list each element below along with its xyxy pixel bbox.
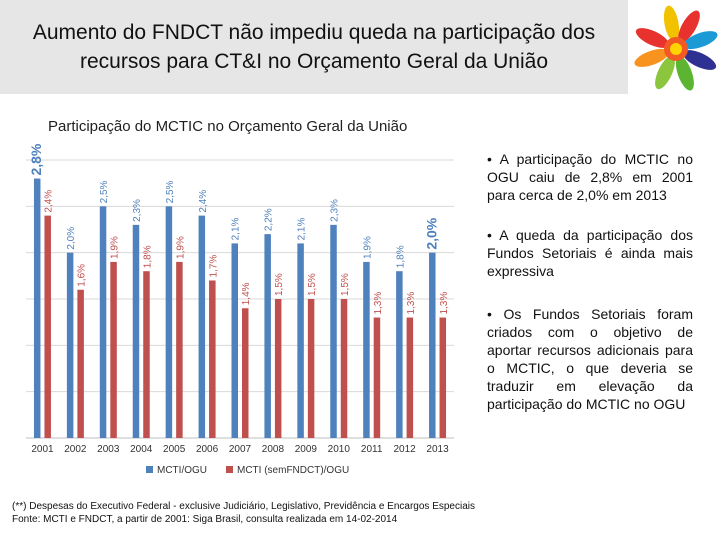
bullet-item: • A participação do MCTIC no OGU caiu de… xyxy=(487,151,693,203)
data-label: 2,4% xyxy=(44,190,55,213)
bar-mcti-ogu-2001 xyxy=(33,178,41,438)
bar-mcti-ogu-2009 xyxy=(297,243,304,438)
bar-mcti-ogu-2006 xyxy=(198,215,206,438)
data-label: 2,0% xyxy=(66,227,77,250)
bar-mcti-ogu-2008 xyxy=(264,234,271,438)
bar-mcti-ogu-2011 xyxy=(363,261,370,438)
data-label: 2,3% xyxy=(330,199,341,222)
data-label: 1,7% xyxy=(208,255,219,278)
bar-mcti-sem-fndct-2011 xyxy=(373,317,381,438)
data-label: 2,3% xyxy=(132,199,143,222)
x-tick-label: 2010 xyxy=(328,444,351,455)
bullet-item: • Os Fundos Setoriais foram criados com … xyxy=(487,306,693,412)
bar-mcti-ogu-2002 xyxy=(66,252,74,438)
x-tick-label: 2008 xyxy=(262,444,285,455)
bar-mcti-sem-fndct-2004 xyxy=(143,271,150,438)
bar-mcti-sem-fndct-2010 xyxy=(340,299,348,438)
legend-label: MCTI/OGU xyxy=(157,465,207,476)
x-tick-label: 2007 xyxy=(229,444,252,455)
x-tick-label: 2006 xyxy=(196,444,219,455)
x-tick-label: 2011 xyxy=(361,444,383,455)
data-label: 1,8% xyxy=(142,245,153,268)
bar-mcti-sem-fndct-2003 xyxy=(110,261,117,438)
bullet-item: • A queda da participação dos Fundos Set… xyxy=(487,227,693,279)
data-label: 2,5% xyxy=(165,180,176,203)
data-label: 1,3% xyxy=(439,292,450,315)
data-label: 2,8% xyxy=(28,143,44,175)
data-label: 1,6% xyxy=(77,264,88,287)
slide-title-line-2: recursos para CT&I no Orçamento Geral da… xyxy=(79,50,549,73)
data-label: 2,0% xyxy=(423,217,439,249)
x-tick-label: 2005 xyxy=(163,444,186,455)
legend-label: MCTI (semFNDCT)/OGU xyxy=(237,465,349,476)
data-label: 1,3% xyxy=(373,292,384,315)
data-label: 1,4% xyxy=(241,282,252,305)
bar-mcti-ogu-2007 xyxy=(231,243,238,438)
bar-mcti-ogu-2013 xyxy=(429,252,436,438)
bar-mcti-sem-fndct-2001 xyxy=(44,215,51,438)
data-label: 1,5% xyxy=(307,273,318,296)
bar-mcti-sem-fndct-2006 xyxy=(209,280,216,438)
data-label: 2,5% xyxy=(99,180,110,203)
colorful-hands-icon xyxy=(634,5,718,91)
bullet-list: • A participação do MCTIC no OGU caiu de… xyxy=(487,150,693,435)
bar-mcti-sem-fndct-2013 xyxy=(439,317,447,438)
bar-mcti-ogu-2003 xyxy=(99,206,107,438)
data-label: 2,4% xyxy=(198,190,209,213)
legend-swatch xyxy=(226,466,233,473)
bar-mcti-ogu-2004 xyxy=(132,224,140,438)
footnote-line-1: (**) Despesas do Executivo Federal - exc… xyxy=(12,501,475,512)
data-label: 2,2% xyxy=(264,208,275,231)
x-tick-label: 2012 xyxy=(393,444,416,455)
bar-mcti-ogu-2005 xyxy=(165,206,173,438)
x-tick-label: 2013 xyxy=(426,444,449,455)
x-tick-label: 2002 xyxy=(64,444,87,455)
bar-chart: 2,8% 2,4% 2001 2,0% 1,6% 2002 2,5% 1,9% 2003 2,3%… xyxy=(26,143,454,476)
data-label: 1,3% xyxy=(406,292,417,315)
footnote: (**) Despesas do Executivo Federal - exc… xyxy=(12,500,572,526)
slide-header: Aumento do FNDCT não impediu queda na pa… xyxy=(0,0,628,94)
chart-title: Participação do MCTIC no Orçamento Geral… xyxy=(48,118,408,135)
bar-mcti-sem-fndct-2005 xyxy=(176,261,183,438)
legend-swatch xyxy=(146,466,153,473)
bar-mcti-ogu-2010 xyxy=(330,224,337,438)
bar-mcti-sem-fndct-2007 xyxy=(242,308,249,438)
bar-mcti-sem-fndct-2008 xyxy=(274,299,282,438)
data-label: 2,1% xyxy=(231,217,242,240)
data-label: 1,9% xyxy=(110,236,121,259)
data-label: 2,1% xyxy=(297,217,308,240)
x-tick-label: 2001 xyxy=(31,444,54,455)
x-tick-label: 2003 xyxy=(97,444,120,455)
footnote-source: Fonte: MCTI e FNDCT, a partir de 2001: S… xyxy=(12,514,398,525)
data-label: 1,5% xyxy=(274,273,285,296)
x-tick-label: 2004 xyxy=(130,444,153,455)
data-label: 1,9% xyxy=(362,236,373,259)
bar-mcti-sem-fndct-2009 xyxy=(307,299,315,438)
x-tick-label: 2009 xyxy=(295,444,318,455)
slide-title-line-1: Aumento do FNDCT não impediu queda na pa… xyxy=(32,21,596,44)
bar-mcti-sem-fndct-2002 xyxy=(77,289,84,438)
bar-mcti-sem-fndct-2012 xyxy=(406,317,414,438)
data-label: 1,5% xyxy=(340,273,351,296)
data-label: 1,9% xyxy=(175,236,186,259)
bar-mcti-ogu-2012 xyxy=(396,271,403,438)
data-label: 1,8% xyxy=(395,245,406,268)
